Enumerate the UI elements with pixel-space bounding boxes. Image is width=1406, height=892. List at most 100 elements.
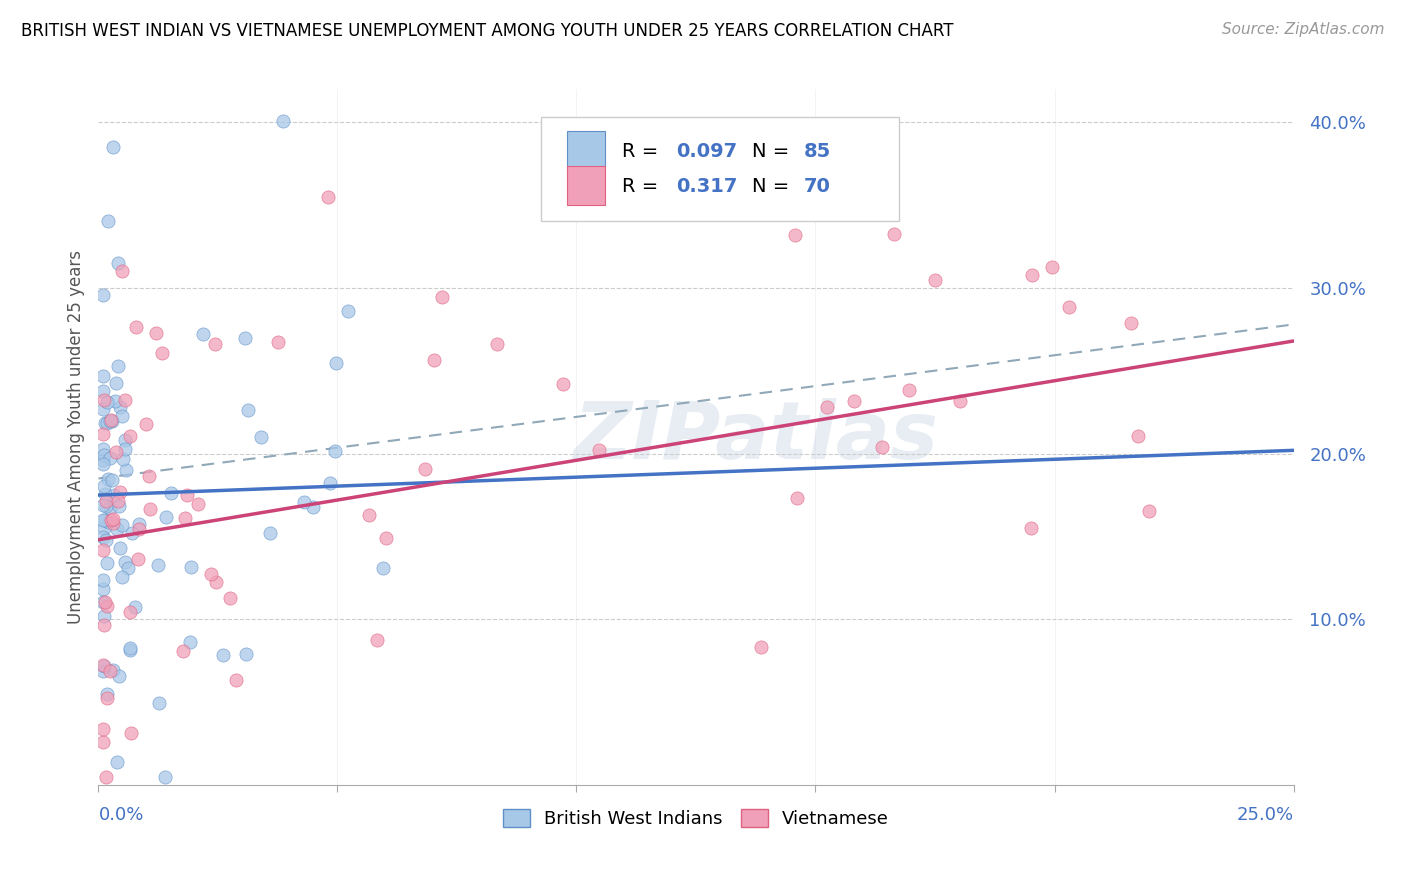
Point xyxy=(150,346,173,360)
Point xyxy=(101,516,124,530)
Point xyxy=(94,533,117,547)
Point xyxy=(783,227,806,242)
Text: BRITISH WEST INDIAN VS VIETNAMESE UNEMPLOYMENT AMONG YOUTH UNDER 25 YEARS CORREL: BRITISH WEST INDIAN VS VIETNAMESE UNEMPL… xyxy=(21,22,953,40)
Point xyxy=(1059,300,1081,314)
Point xyxy=(105,521,128,535)
Point xyxy=(292,495,315,509)
Point xyxy=(1137,504,1160,518)
Point xyxy=(139,502,162,516)
Point xyxy=(179,635,201,649)
Point xyxy=(111,409,134,423)
Point xyxy=(91,735,114,749)
Point xyxy=(114,462,136,476)
Point xyxy=(128,522,150,536)
Point xyxy=(94,499,117,513)
Point xyxy=(553,377,575,392)
Point xyxy=(93,664,115,678)
Text: 0.0%: 0.0% xyxy=(98,805,143,823)
Text: 25.0%: 25.0% xyxy=(1236,805,1294,823)
Y-axis label: Unemployment Among Youth under 25 years: Unemployment Among Youth under 25 years xyxy=(66,250,84,624)
Point xyxy=(96,687,118,701)
Point xyxy=(97,214,120,228)
Point xyxy=(588,442,610,457)
Point xyxy=(96,416,118,430)
Point xyxy=(135,417,157,431)
Point xyxy=(898,383,921,397)
Legend: British West Indians, Vietnamese: British West Indians, Vietnamese xyxy=(495,801,897,835)
Point xyxy=(105,376,128,390)
Point xyxy=(93,521,115,535)
Text: N =: N = xyxy=(752,142,796,161)
Point xyxy=(486,337,509,351)
Point xyxy=(870,441,893,455)
Point xyxy=(91,457,114,471)
Point xyxy=(98,501,121,516)
Point xyxy=(233,331,256,345)
Point xyxy=(366,632,388,647)
Point xyxy=(125,319,148,334)
Point xyxy=(191,326,214,341)
Point xyxy=(91,582,114,597)
Point xyxy=(117,561,139,575)
Text: R =: R = xyxy=(621,142,665,161)
Point xyxy=(180,560,202,574)
Point xyxy=(883,227,905,242)
Point xyxy=(103,664,125,678)
Point xyxy=(103,488,125,502)
Point xyxy=(273,113,295,128)
Point xyxy=(128,517,150,532)
Point xyxy=(172,644,194,658)
Point xyxy=(108,400,131,414)
Point xyxy=(100,413,122,427)
Point xyxy=(374,531,396,545)
Point xyxy=(187,497,209,511)
Point xyxy=(107,256,129,270)
Point xyxy=(121,526,143,541)
Point xyxy=(94,595,117,609)
Point xyxy=(127,552,149,566)
Point xyxy=(120,429,142,443)
Point xyxy=(138,468,160,483)
Point xyxy=(103,511,125,525)
Text: 0.317: 0.317 xyxy=(676,178,737,196)
Point xyxy=(93,479,115,493)
Point xyxy=(93,392,115,407)
Point xyxy=(118,605,141,619)
Point xyxy=(108,669,131,683)
Point xyxy=(111,452,134,467)
Point xyxy=(93,658,115,673)
Point xyxy=(101,140,124,154)
Point xyxy=(94,770,117,784)
Point xyxy=(1128,429,1150,443)
Point xyxy=(359,508,381,522)
Point xyxy=(204,337,226,351)
Point xyxy=(302,500,325,514)
Point xyxy=(337,303,360,318)
Text: Source: ZipAtlas.com: Source: ZipAtlas.com xyxy=(1222,22,1385,37)
Point xyxy=(91,657,114,672)
Point xyxy=(104,445,127,459)
Point xyxy=(124,600,146,615)
Point xyxy=(423,353,446,368)
Point xyxy=(98,664,121,678)
Point xyxy=(325,356,347,370)
Point xyxy=(114,442,136,456)
Text: R =: R = xyxy=(621,178,665,196)
Point xyxy=(225,673,247,687)
Point xyxy=(316,190,339,204)
Point xyxy=(96,493,118,508)
Point xyxy=(91,530,114,544)
Text: 0.097: 0.097 xyxy=(676,142,737,161)
Point xyxy=(91,573,114,587)
Point xyxy=(108,484,131,499)
Point xyxy=(91,595,114,609)
Point xyxy=(101,414,124,428)
Point xyxy=(323,443,346,458)
Point xyxy=(1019,521,1042,535)
Point xyxy=(118,640,141,655)
Point xyxy=(91,442,114,456)
Point xyxy=(259,525,281,540)
Point xyxy=(114,433,136,447)
Point xyxy=(114,392,136,407)
Point xyxy=(159,486,181,500)
